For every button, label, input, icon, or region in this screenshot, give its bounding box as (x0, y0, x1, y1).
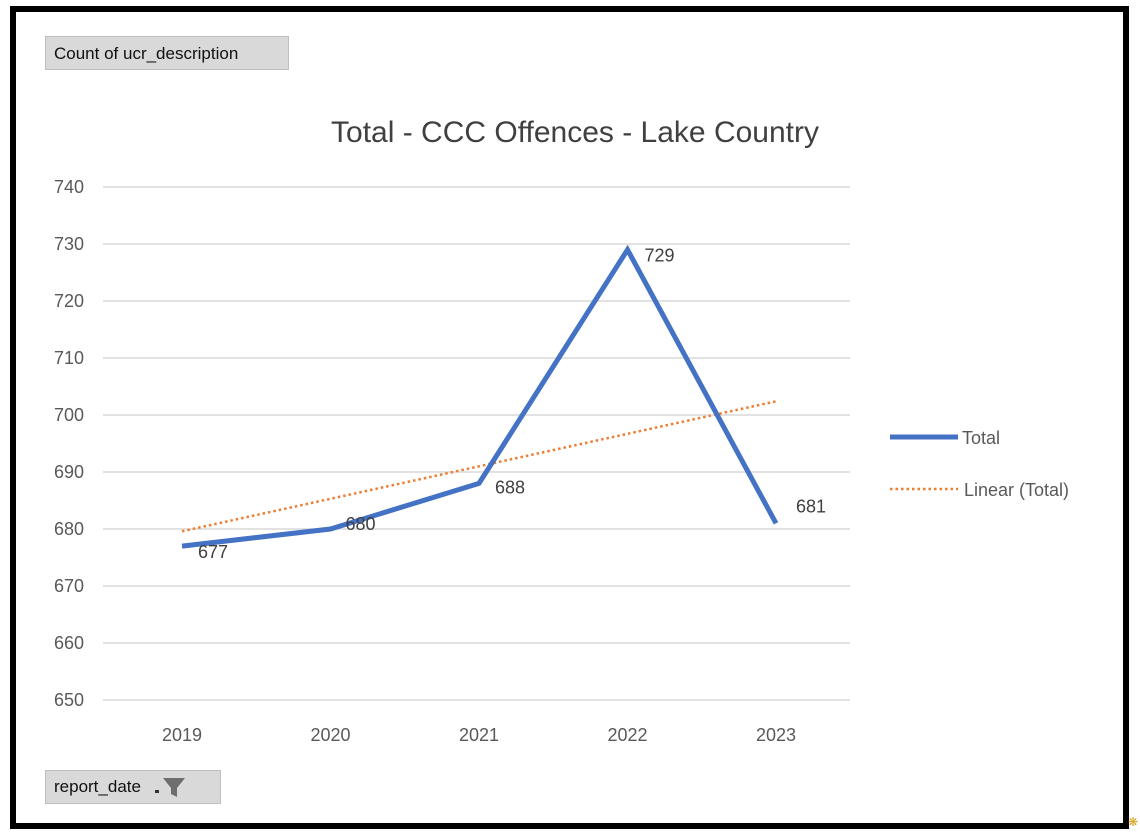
data-label: 677 (198, 542, 228, 562)
y-tick-label: 690 (54, 462, 84, 482)
trendline-layer (181, 400, 777, 533)
data-label: 680 (346, 514, 376, 534)
data-labels: 677 680 688 729 681 (198, 246, 826, 562)
trendline-linear (181, 400, 777, 533)
y-tick-label: 680 (54, 519, 84, 539)
data-label: 729 (645, 246, 675, 266)
x-axis-ticks: 2019 2020 2021 2022 2023 (162, 725, 796, 745)
data-label: 688 (495, 477, 525, 497)
series-layer (181, 244, 779, 549)
y-tick-label: 730 (54, 234, 84, 254)
x-tick-label: 2023 (756, 725, 796, 745)
y-tick-label: 670 (54, 576, 84, 596)
x-tick-label: 2021 (459, 725, 499, 745)
pivot-value-field-button[interactable]: Count of ucr_description (45, 36, 289, 70)
gridlines (103, 186, 850, 701)
filter-dropdown-icon (153, 775, 187, 799)
x-tick-label: 2019 (162, 725, 202, 745)
y-tick-label: 720 (54, 291, 84, 311)
y-tick-label: 650 (54, 690, 84, 710)
chart-title: Total - CCC Offences - Lake Country (331, 116, 819, 149)
y-tick-label: 710 (54, 348, 84, 368)
legend-total-label: Total (962, 428, 1000, 448)
y-axis-ticks: 650 660 670 680 690 700 710 720 730 740 (54, 177, 84, 710)
y-tick-label: 700 (54, 405, 84, 425)
x-tick-label: 2020 (310, 725, 350, 745)
y-tick-label: 740 (54, 177, 84, 197)
chart-frame (10, 6, 1129, 829)
data-label: 681 (796, 496, 826, 516)
report-date-filter-button[interactable]: report_date (45, 770, 221, 804)
legend: Total Linear (Total) (890, 428, 1069, 500)
y-tick-label: 660 (54, 633, 84, 653)
series-total-line (181, 244, 779, 549)
legend-trend-label: Linear (Total) (964, 480, 1069, 500)
corner-decoration-icon: ❋ (1128, 815, 1139, 829)
x-tick-label: 2022 (607, 725, 647, 745)
filter-button-label: report_date (54, 777, 141, 796)
